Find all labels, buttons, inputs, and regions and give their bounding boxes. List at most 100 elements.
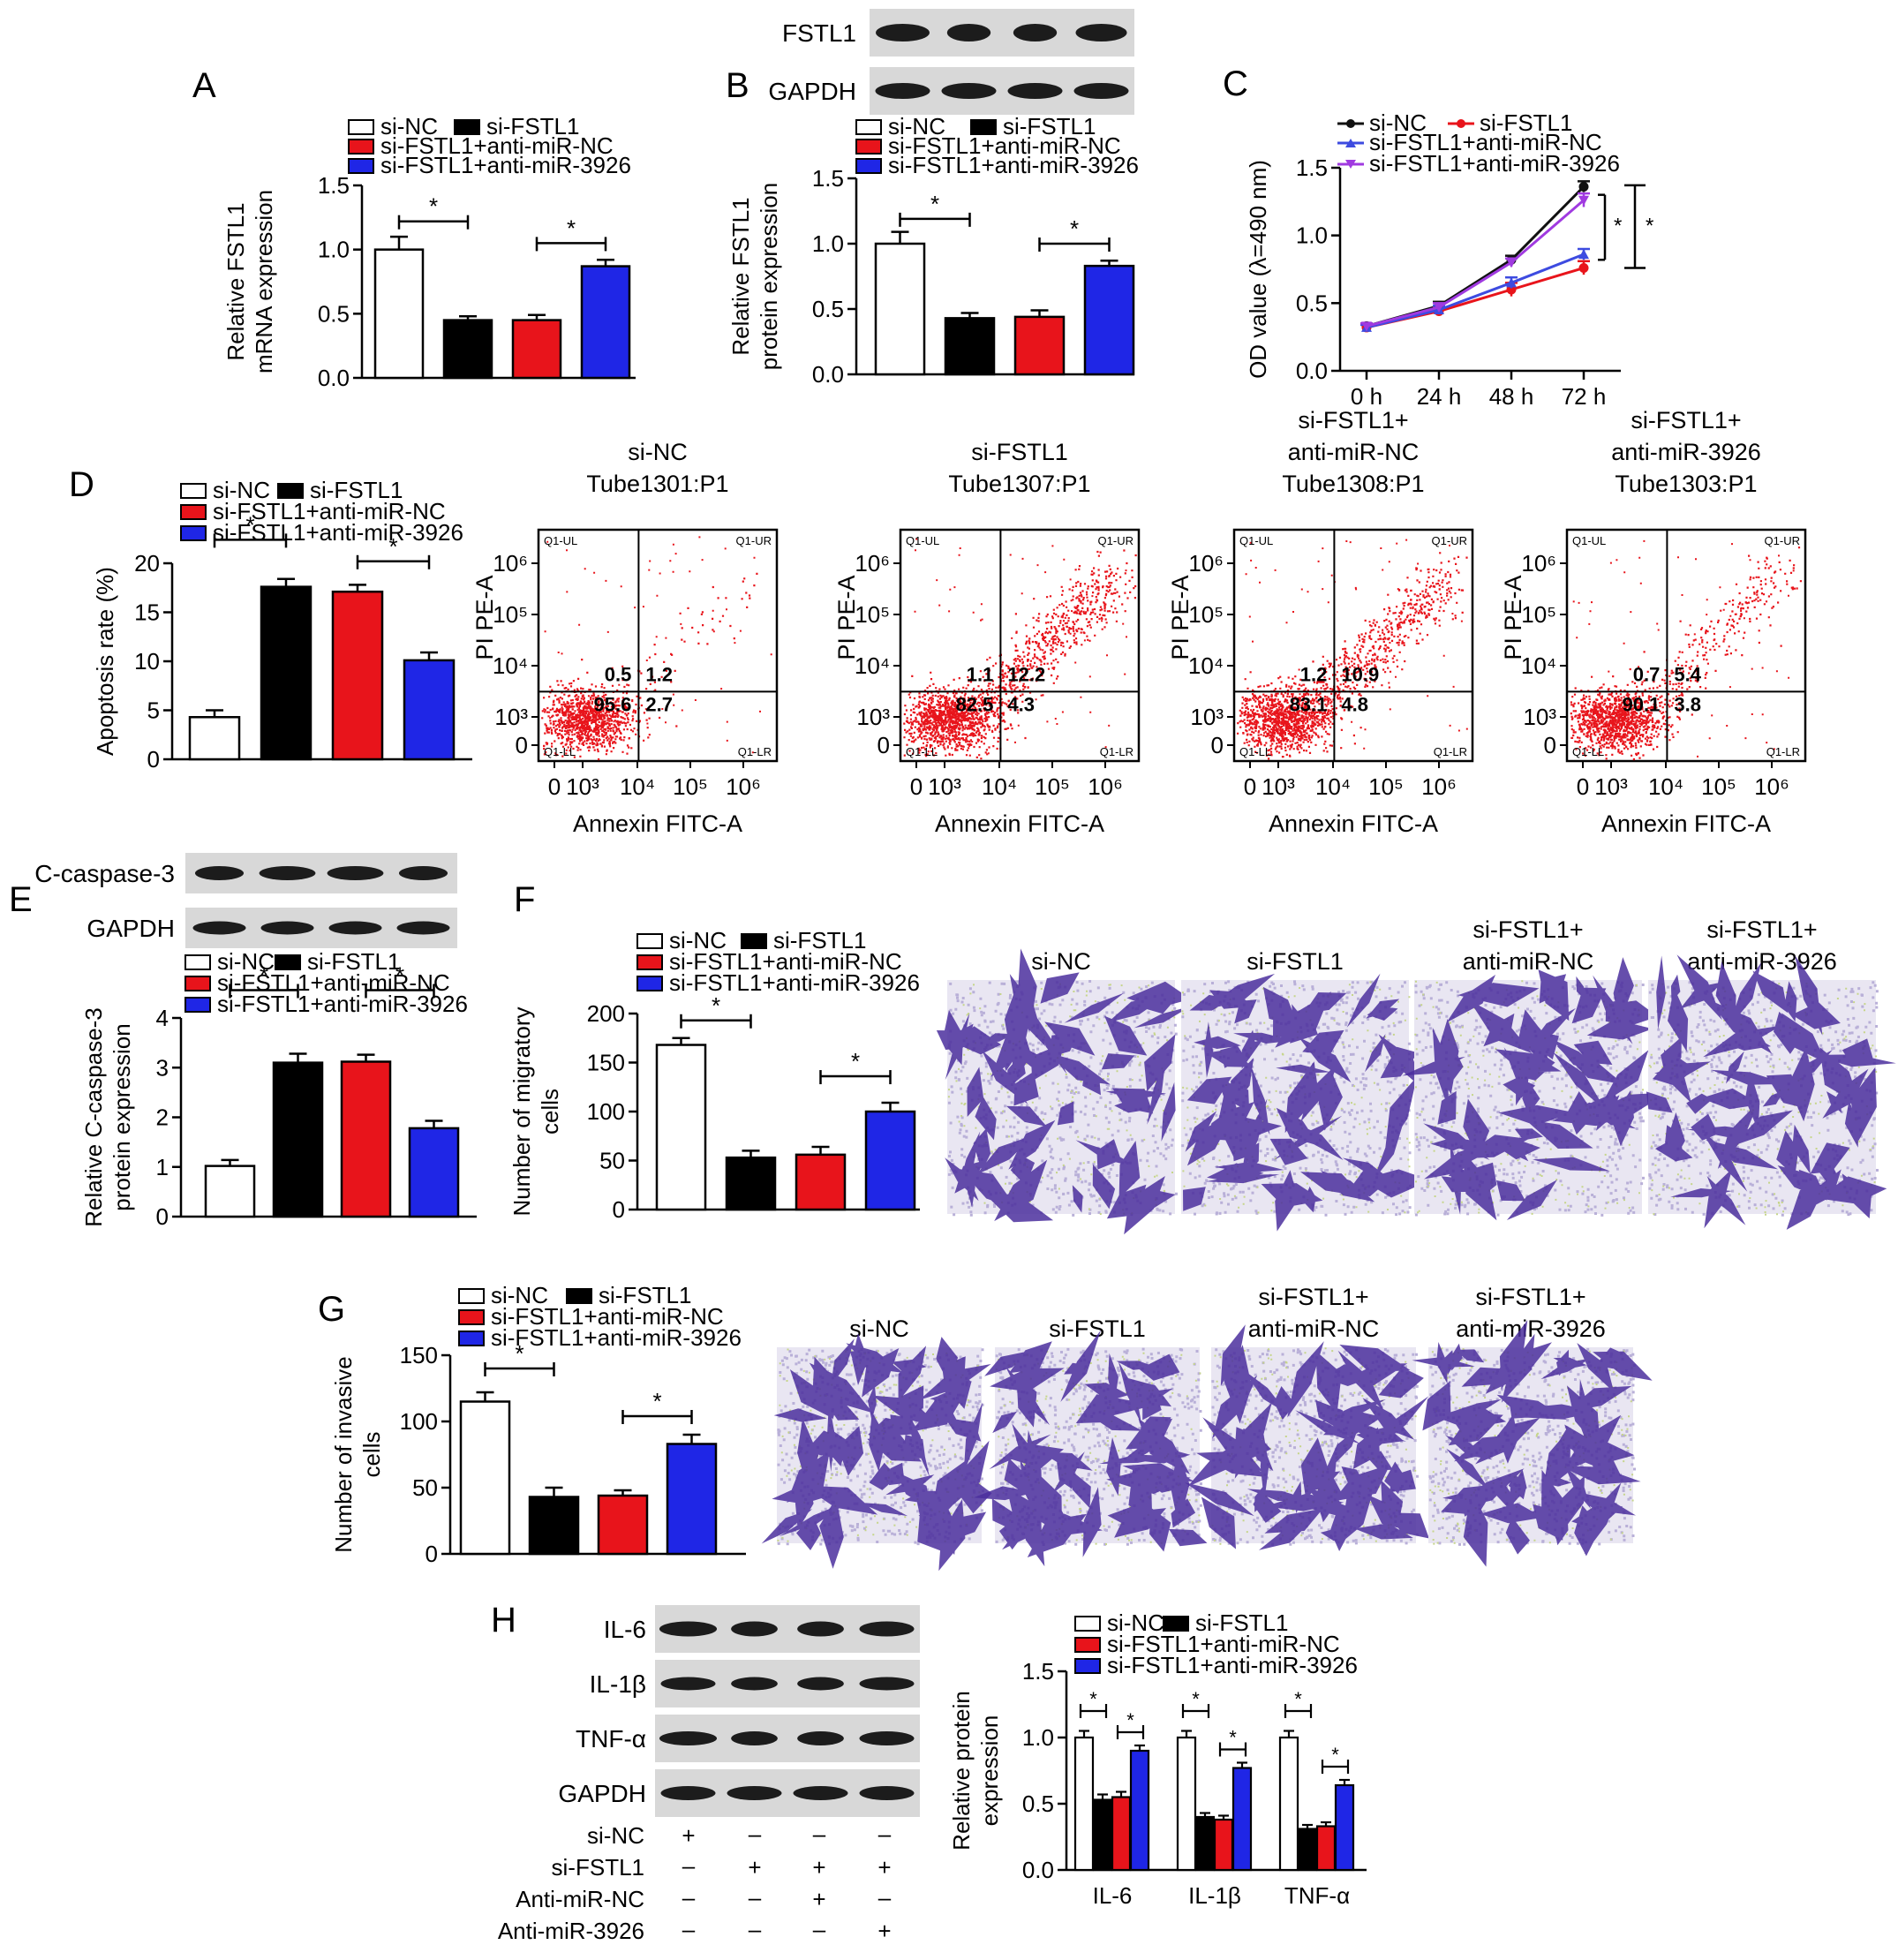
legend-label-anti-3926: si-FSTL1+anti-miR-3926 [217,991,468,1017]
quadrant-name: Q1-UR [736,534,772,547]
legend-panel-f: si-NC si-FSTL1si-FSTL1+anti-miR-NCsi-FSTL… [636,927,920,996]
y-tick-label: 0 [156,1203,169,1230]
legend-label: si-FSTL1+anti-miR-3926 [1369,150,1620,177]
point [1361,321,1372,332]
legend-panel-a: si-NC si-FSTL1si-FSTL1+anti-miR-NCsi-FSTL… [348,113,631,178]
flow-title: Tube1308:P1 [1282,471,1424,497]
blot-band [1075,24,1127,41]
blot-band [660,1677,716,1691]
bar-si-nc [1073,1736,1095,1872]
blot-band [1073,83,1129,99]
y-tick-label: 1.5 [1296,155,1328,181]
blot-label: TNF-α [576,1725,646,1753]
panel-letter-c: C [1223,64,1248,103]
quadrant-name: Q1-LR [1766,745,1800,758]
legend-swatch-anti-3926 [348,158,374,174]
legend-swatch-si-nc [348,119,374,135]
panel-letter-g: G [318,1290,345,1329]
flow-frame [537,528,779,763]
blot-band [859,1621,915,1637]
quadrant-name: Q1-LR [1100,745,1134,758]
x-tick-label: 10³ [1594,773,1628,800]
flow-plot-4: si-FSTL1+ anti-miR-3926 Tube1303:P1 Q1-UL Q1… [1500,407,1807,837]
y-tick-label: 2 [156,1104,169,1131]
quadrant-name: Q1-LL [544,745,576,758]
bar-si-fstl1 [1297,1828,1318,1872]
treatment-mark: – [749,1821,762,1847]
bar-anti-nc [1213,1818,1234,1872]
bar-anti-nc [1315,1825,1337,1872]
quadrant-value-ll: 82.5 [956,693,994,715]
treatment-mark: – [749,1884,762,1911]
x-tick-label: 10⁶ [1421,773,1457,800]
quadrant-value-ul: 0.5 [605,663,632,685]
bar-anti-nc [1013,315,1066,376]
micrograph-title-g: anti-miR-3926 [1456,1315,1606,1342]
treatment-row-label: si-NC [587,1822,644,1849]
blot-band [859,1731,915,1745]
quadrant-name: Q1-LL [906,745,938,758]
y-tick-label: 200 [587,1000,625,1027]
point [1434,302,1444,313]
x-tick-label: IL-6 [1093,1882,1133,1909]
blot-label: GAPDH [558,1780,646,1807]
legend-label-si-fstl1: si-FSTL1 [1195,1609,1288,1636]
y-tick-label: 10⁴ [855,652,890,679]
blot-band [797,1677,844,1691]
y-axis-label: mRNA expression [251,190,277,373]
quadrant-name: Q1-UR [1432,534,1467,547]
flow-title: Tube1307:P1 [948,471,1090,497]
x-tick-label: 10⁴ [982,773,1017,800]
y-axis-label: Number of invasive [330,1356,357,1553]
point [1578,262,1589,273]
y-tick-label: 0 [426,1541,438,1567]
blot-label: C-caspase-3 [34,860,175,887]
micrograph-cells [1646,954,1896,1230]
chart-panel-h: 0.0 0.5 1.0 1.5 Relative protein expression IL… [948,1658,1367,1909]
x-tick-label: 10⁵ [1368,773,1404,800]
chart-panel-g: 0 50 100 150 Number of invasive cells * * [330,1340,746,1567]
y-axis-label: Relative protein [948,1691,975,1851]
x-tick-label: 0 [910,773,923,800]
sig-star: * [567,215,576,241]
blot-band [731,1677,778,1691]
x-tick-label: IL-1β [1188,1882,1241,1909]
panel-letter-f: F [514,880,535,919]
y-tick-label: 10³ [1523,704,1556,730]
quadrant-value-ul: 1.1 [967,663,994,685]
x-tick-label: 0 [548,773,561,800]
y-tick-label: 15 [134,599,160,626]
bar-anti-3926 [666,1443,718,1556]
blot-label: IL-6 [604,1616,646,1643]
y-tick-label: 0 [1211,732,1224,758]
legend-swatch-si-nc [185,954,211,970]
blot-ccasp3-e: C-caspase-3 [34,853,457,893]
flow-title: si-NC [628,439,688,465]
sig-star: * [515,1340,523,1367]
y-tick-label: 0 [1544,732,1556,758]
x-tick-label: 48 h [1489,383,1534,410]
y-tick-label: 10³ [856,704,890,730]
flow-plot-2: si-FSTL1 Tube1307:P1 Q1-UL Q1-UR Q1-LL Q1-LR 1… [833,439,1141,837]
y-tick-label: 1.0 [1022,1724,1054,1751]
bar-anti-nc [597,1494,649,1556]
sig-star: * [429,193,438,220]
treatment-mark: – [813,1916,826,1942]
x-tick-label: 10³ [566,773,599,800]
treatment-mark: + [812,1886,825,1912]
legend-swatch-anti-3926 [1074,1658,1101,1674]
quadrant-name: Q1-LL [1239,745,1271,758]
legend-swatch-anti-nc [185,976,211,991]
micrograph-g-4 [1412,1320,1653,1567]
legend-swatch-si-nc [855,119,882,135]
y-tick-label: 3 [156,1054,169,1081]
treatment-mark: + [748,1854,761,1881]
quadrant-name: Q1-LR [1434,745,1467,758]
y-tick-label: 100 [400,1408,438,1435]
micrograph-title-f: si-FSTL1+ [1472,916,1583,943]
y-tick-label: 50 [412,1474,438,1501]
legend-swatch-anti-3926 [458,1331,485,1346]
blot-band [398,866,448,880]
bar-anti-3926 [1129,1749,1150,1872]
